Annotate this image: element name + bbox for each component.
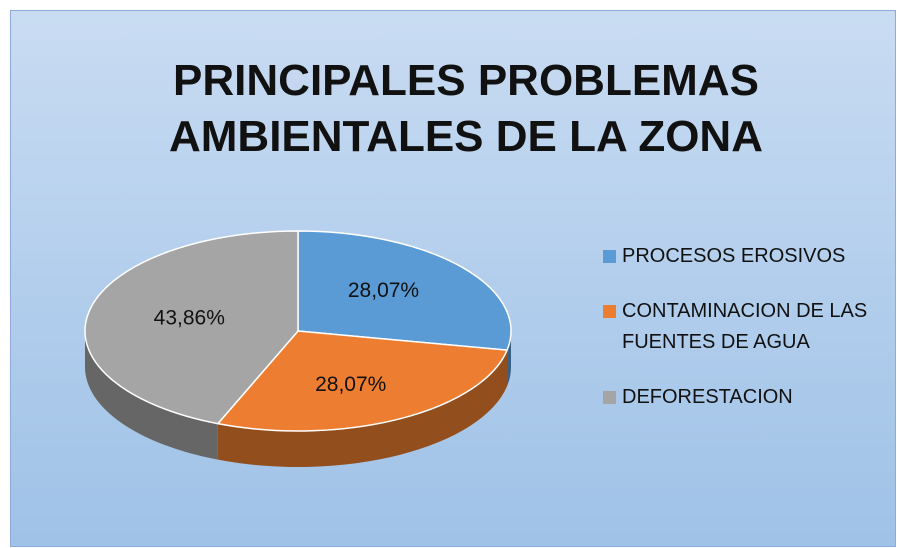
slice-side [85,331,218,460]
slice [84,230,299,425]
data-label: 43,86% [154,307,225,330]
chart-title: PRINCIPALES PROBLEMAS AMBIENTALES DE LA … [169,56,763,161]
pie-area: 28,07% 28,07% 43,86% [84,230,512,467]
slice [297,230,512,351]
slice-side [507,331,511,387]
legend-swatch [603,391,616,404]
slice-side [217,350,508,467]
legend-label: CONTAMINACION DE LAS FUENTES DE AGUA [622,300,868,353]
legend-swatch [603,250,616,263]
legend-label: PROCESOS EROSIVOS [622,245,846,267]
slice [216,330,509,432]
legend-item: PROCESOS EROSIVOS [603,241,873,272]
legend-item: DEFORESTACION [603,382,873,413]
chart: 28,07% 28,07% 43,86% PRINCIPALES PROBLEMAS… [10,10,896,547]
data-label: 28,07% [315,373,386,396]
legend: PROCESOS EROSIVOS CONTAMINACION DE LAS FU… [603,241,873,437]
data-label: 28,07% [348,279,419,302]
legend-swatch [603,305,616,318]
legend-item: CONTAMINACION DE LAS FUENTES DE AGUA [603,296,873,358]
legend-label: DEFORESTACION [622,386,793,408]
